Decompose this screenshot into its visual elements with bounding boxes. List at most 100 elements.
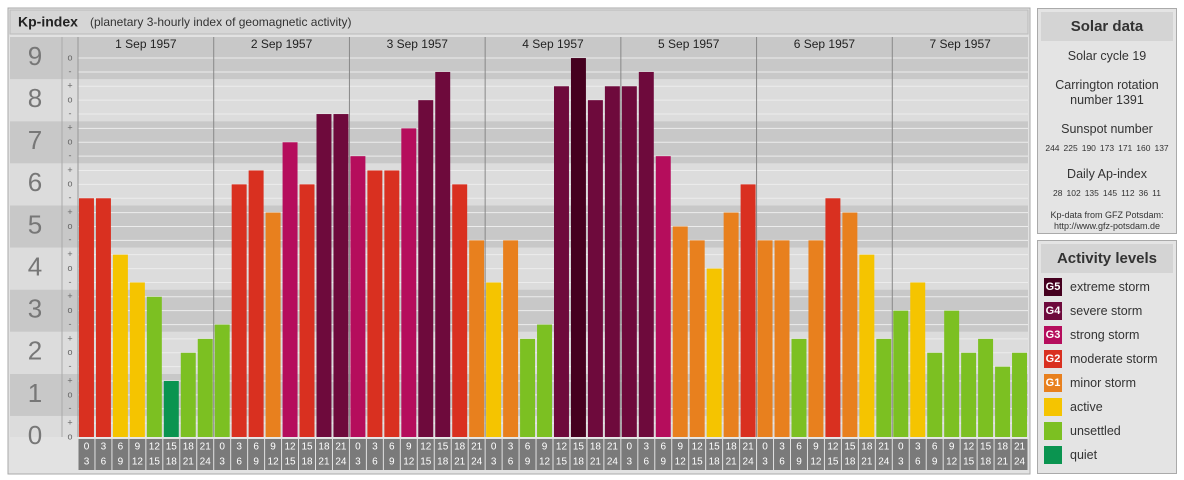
hour-box: [943, 439, 960, 470]
bar: [452, 184, 468, 437]
bar: [503, 240, 519, 437]
day-label: 3 Sep 1957: [387, 37, 449, 51]
minor-tick-label: -: [69, 193, 72, 203]
levels-list: G5 extreme storm G4 severe storm G3 strong st…: [1038, 277, 1176, 465]
hour-start: 6: [118, 442, 124, 453]
bar: [265, 212, 281, 437]
legend-item: G4 severe storm: [1044, 301, 1170, 321]
bar: [859, 254, 875, 437]
hour-box: [248, 439, 265, 470]
hour-start: 15: [301, 442, 313, 453]
hour-start: 6: [660, 442, 666, 453]
hour-start: 0: [627, 442, 633, 453]
hour-start: 3: [236, 442, 242, 453]
hour-box: [332, 439, 349, 470]
hour-start: 0: [898, 442, 904, 453]
y-tick-label: 6: [28, 167, 42, 197]
sunspot-number: 137: [1154, 143, 1169, 153]
hour-end: 21: [318, 457, 330, 468]
hour-box: [129, 439, 146, 470]
minor-tick-label: +: [67, 207, 72, 217]
minor-tick-label: o: [67, 179, 72, 189]
hour-end: 15: [284, 457, 296, 468]
hour-end: 9: [389, 457, 395, 468]
hour-box: [282, 439, 299, 470]
y-tick-label: 9: [28, 41, 42, 71]
bar: [554, 86, 569, 438]
hour-box: [366, 439, 383, 470]
hour-box: [349, 439, 366, 470]
hour-start: 0: [84, 442, 90, 453]
legend-swatch: G2: [1044, 350, 1062, 368]
hour-start: 12: [692, 442, 704, 453]
minor-tick-label: -: [69, 277, 72, 287]
chart-subtitle: (planetary 3-hourly index of geomagnetic…: [90, 15, 351, 29]
bar: [706, 268, 722, 437]
minor-tick-label: -: [69, 66, 72, 76]
hour-box: [960, 439, 977, 470]
bar: [893, 310, 909, 437]
bar: [672, 226, 688, 437]
hour-end: 21: [997, 457, 1009, 468]
y-tick-label: 4: [28, 251, 42, 281]
hour-end: 3: [219, 457, 225, 468]
minor-tick-label: +: [67, 81, 72, 91]
hour-start: 18: [590, 442, 602, 453]
bar: [367, 170, 383, 437]
hour-start: 21: [607, 442, 619, 453]
hour-end: 6: [644, 457, 650, 468]
bar: [995, 366, 1011, 437]
hour-box: [655, 439, 672, 470]
hour-end: 15: [149, 457, 161, 468]
minor-tick-label: o: [67, 52, 72, 62]
minor-tick-label: +: [67, 417, 72, 427]
hour-box: [689, 439, 706, 470]
hour-box: [197, 439, 214, 470]
minor-tick-label: o: [67, 95, 72, 105]
hour-end: 15: [827, 457, 839, 468]
legend-label: strong storm: [1070, 328, 1140, 342]
hour-box: [621, 439, 638, 470]
hour-start: 9: [949, 442, 955, 453]
legend-item: unsettled: [1044, 421, 1170, 441]
activity-levels-panel: Activity levels G5 extreme storm G4 severe …: [1037, 240, 1177, 474]
hour-start: 12: [556, 442, 568, 453]
bar: [689, 240, 705, 437]
hour-box: [858, 439, 875, 470]
bar: [961, 352, 977, 437]
bar: [757, 240, 773, 437]
hour-box: [502, 439, 519, 470]
hour-end: 6: [779, 457, 785, 468]
bar: [163, 381, 179, 437]
hour-start: 12: [284, 442, 296, 453]
hour-start: 3: [915, 442, 921, 453]
hour-end: 3: [627, 457, 633, 468]
hour-box: [553, 439, 570, 470]
minor-tick-label: +: [67, 333, 72, 343]
legend-item: G3 strong storm: [1044, 325, 1170, 345]
hour-end: 18: [709, 457, 721, 468]
ap-index: 11: [1152, 188, 1161, 198]
source-url: http://www.gfz-potsdam.de: [1053, 221, 1161, 231]
hour-box: [434, 439, 451, 470]
source: Kp-data from GFZ Potsdam: http://www.gfz-…: [1038, 210, 1176, 232]
hour-box: [180, 439, 197, 470]
hour-end: 6: [101, 457, 107, 468]
day-label: 6 Sep 1957: [794, 37, 856, 51]
minor-tick-label: o: [67, 263, 72, 273]
hour-box: [383, 439, 400, 470]
bar: [401, 128, 417, 438]
legend-swatch: [1044, 422, 1062, 440]
hour-start: 21: [200, 442, 212, 453]
hour-start: 21: [878, 442, 890, 453]
legend-swatch: G3: [1044, 326, 1062, 344]
legend-label: unsettled: [1070, 424, 1121, 438]
hour-end: 24: [878, 457, 890, 468]
hour-end: 12: [132, 457, 144, 468]
hour-start: 9: [542, 442, 548, 453]
bar: [180, 352, 196, 437]
hour-box: [994, 439, 1011, 470]
hour-end: 18: [844, 457, 856, 468]
hour-end: 9: [796, 457, 802, 468]
